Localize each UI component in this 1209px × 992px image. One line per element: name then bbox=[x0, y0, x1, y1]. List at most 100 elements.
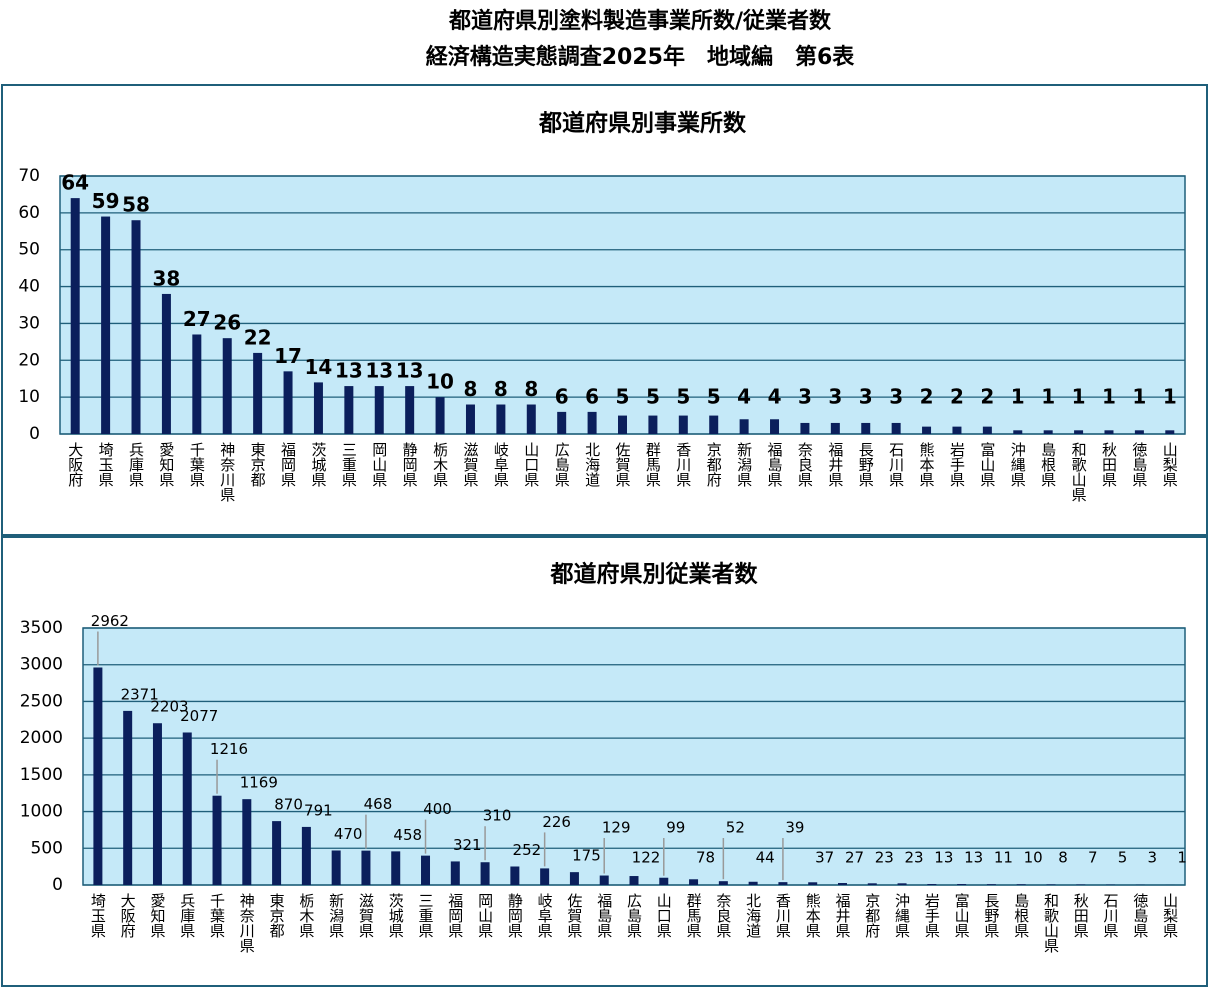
bar bbox=[618, 416, 627, 434]
data-label: 1216 bbox=[210, 740, 248, 758]
bar bbox=[332, 850, 341, 885]
data-label: 5 bbox=[646, 385, 660, 409]
bar bbox=[183, 732, 192, 885]
x-tick-label: 千葉県 bbox=[188, 442, 206, 487]
bar bbox=[952, 427, 961, 434]
bar bbox=[861, 423, 870, 434]
data-label: 3 bbox=[798, 385, 812, 409]
data-label: 791 bbox=[304, 801, 333, 819]
x-tick-label: 岡山県 bbox=[370, 442, 388, 487]
bar bbox=[192, 334, 201, 434]
bar bbox=[957, 884, 966, 885]
bar bbox=[770, 419, 779, 434]
bar bbox=[868, 883, 877, 885]
y-tick-label: 40 bbox=[18, 277, 40, 297]
x-tick-label: 島根県 bbox=[1012, 893, 1030, 938]
bar bbox=[838, 883, 847, 885]
bar bbox=[451, 861, 460, 885]
x-tick-label: 福井県 bbox=[833, 893, 851, 938]
bar bbox=[987, 884, 996, 885]
page-subtitle: 経済構造実態調査2025年 地域編 第6表 bbox=[426, 44, 856, 70]
x-tick-label: 岩手県 bbox=[923, 893, 941, 938]
x-tick-label: 兵庫県 bbox=[127, 442, 145, 487]
bar bbox=[1165, 430, 1174, 434]
bar bbox=[132, 220, 141, 434]
bar bbox=[927, 884, 936, 885]
bar bbox=[436, 397, 445, 434]
x-tick-label: 愛知県 bbox=[157, 442, 175, 487]
data-label: 1 bbox=[1163, 385, 1177, 409]
bar bbox=[709, 416, 718, 434]
x-tick-label: 徳島県 bbox=[1131, 893, 1149, 938]
x-tick-label: 山口県 bbox=[522, 442, 540, 487]
x-tick-label: 石川県 bbox=[1102, 893, 1120, 938]
x-tick-label: 岐阜県 bbox=[492, 442, 510, 487]
data-label: 122 bbox=[632, 849, 661, 867]
y-tick-label: 50 bbox=[18, 240, 40, 260]
bar bbox=[101, 217, 110, 434]
data-label: 5 bbox=[676, 385, 690, 409]
data-label: 10 bbox=[1024, 849, 1043, 867]
data-label: 1 bbox=[1011, 385, 1025, 409]
page-title: 都道府県別塗料製造事業所数/従業者数 bbox=[448, 8, 832, 34]
x-tick-label: 福島県 bbox=[766, 442, 784, 487]
x-tick-label: 北海道 bbox=[583, 442, 601, 487]
chart-title: 都道府県別従業者数 bbox=[550, 561, 759, 588]
bar bbox=[405, 386, 414, 434]
data-label: 5 bbox=[616, 385, 630, 409]
data-label: 1 bbox=[1177, 849, 1187, 867]
bar bbox=[1017, 884, 1026, 885]
x-tick-label: 東京都 bbox=[268, 893, 286, 938]
data-label: 1 bbox=[1102, 385, 1116, 409]
bar bbox=[162, 294, 171, 434]
bar bbox=[719, 881, 728, 885]
data-label: 3 bbox=[889, 385, 903, 409]
x-tick-label: 佐賀県 bbox=[614, 442, 632, 487]
bar bbox=[466, 405, 475, 434]
y-tick-label: 500 bbox=[31, 838, 63, 858]
x-tick-label: 奈良県 bbox=[796, 442, 814, 487]
x-tick-label: 茨城県 bbox=[309, 442, 327, 487]
bar bbox=[284, 371, 293, 434]
x-tick-label: 北海道 bbox=[744, 893, 762, 938]
bar bbox=[93, 668, 102, 885]
data-label: 59 bbox=[92, 189, 120, 213]
y-tick-label: 30 bbox=[18, 313, 40, 333]
bar bbox=[391, 851, 400, 885]
bar bbox=[314, 382, 323, 434]
data-label: 13 bbox=[934, 849, 953, 867]
y-tick-label: 1500 bbox=[20, 765, 63, 785]
data-label: 458 bbox=[393, 826, 422, 844]
bar bbox=[831, 423, 840, 434]
bar bbox=[1013, 430, 1022, 434]
data-label: 1 bbox=[1132, 385, 1146, 409]
bar bbox=[361, 851, 370, 885]
x-tick-label: 福岡県 bbox=[279, 442, 297, 487]
x-tick-label: 和歌山県 bbox=[1070, 442, 1088, 502]
y-tick-label: 2500 bbox=[20, 691, 63, 711]
x-tick-label: 岐阜県 bbox=[536, 893, 554, 938]
x-tick-label: 福岡県 bbox=[446, 893, 464, 938]
y-tick-label: 20 bbox=[18, 350, 40, 370]
data-label: 23 bbox=[905, 849, 924, 867]
data-label: 78 bbox=[696, 849, 715, 867]
data-label: 13 bbox=[335, 359, 363, 383]
data-label: 226 bbox=[542, 813, 571, 831]
x-tick-label: 香川県 bbox=[774, 893, 792, 938]
x-tick-label: 広島県 bbox=[553, 442, 571, 487]
x-tick-label: 静岡県 bbox=[506, 893, 524, 938]
data-label: 4 bbox=[737, 385, 751, 409]
x-tick-label: 滋賀県 bbox=[461, 442, 479, 487]
data-label: 6 bbox=[585, 384, 599, 408]
x-tick-label: 山梨県 bbox=[1161, 893, 1179, 938]
x-tick-label: 埼玉県 bbox=[97, 442, 115, 487]
x-tick-label: 長野県 bbox=[857, 442, 875, 487]
x-tick-label: 栃木県 bbox=[431, 442, 449, 487]
x-tick-label: 千葉県 bbox=[208, 893, 226, 938]
bar bbox=[630, 876, 639, 885]
data-label: 17 bbox=[274, 344, 302, 368]
data-label: 2 bbox=[950, 385, 964, 409]
y-tick-label: 3500 bbox=[20, 618, 63, 638]
bar bbox=[557, 412, 566, 434]
data-label: 99 bbox=[666, 819, 685, 837]
